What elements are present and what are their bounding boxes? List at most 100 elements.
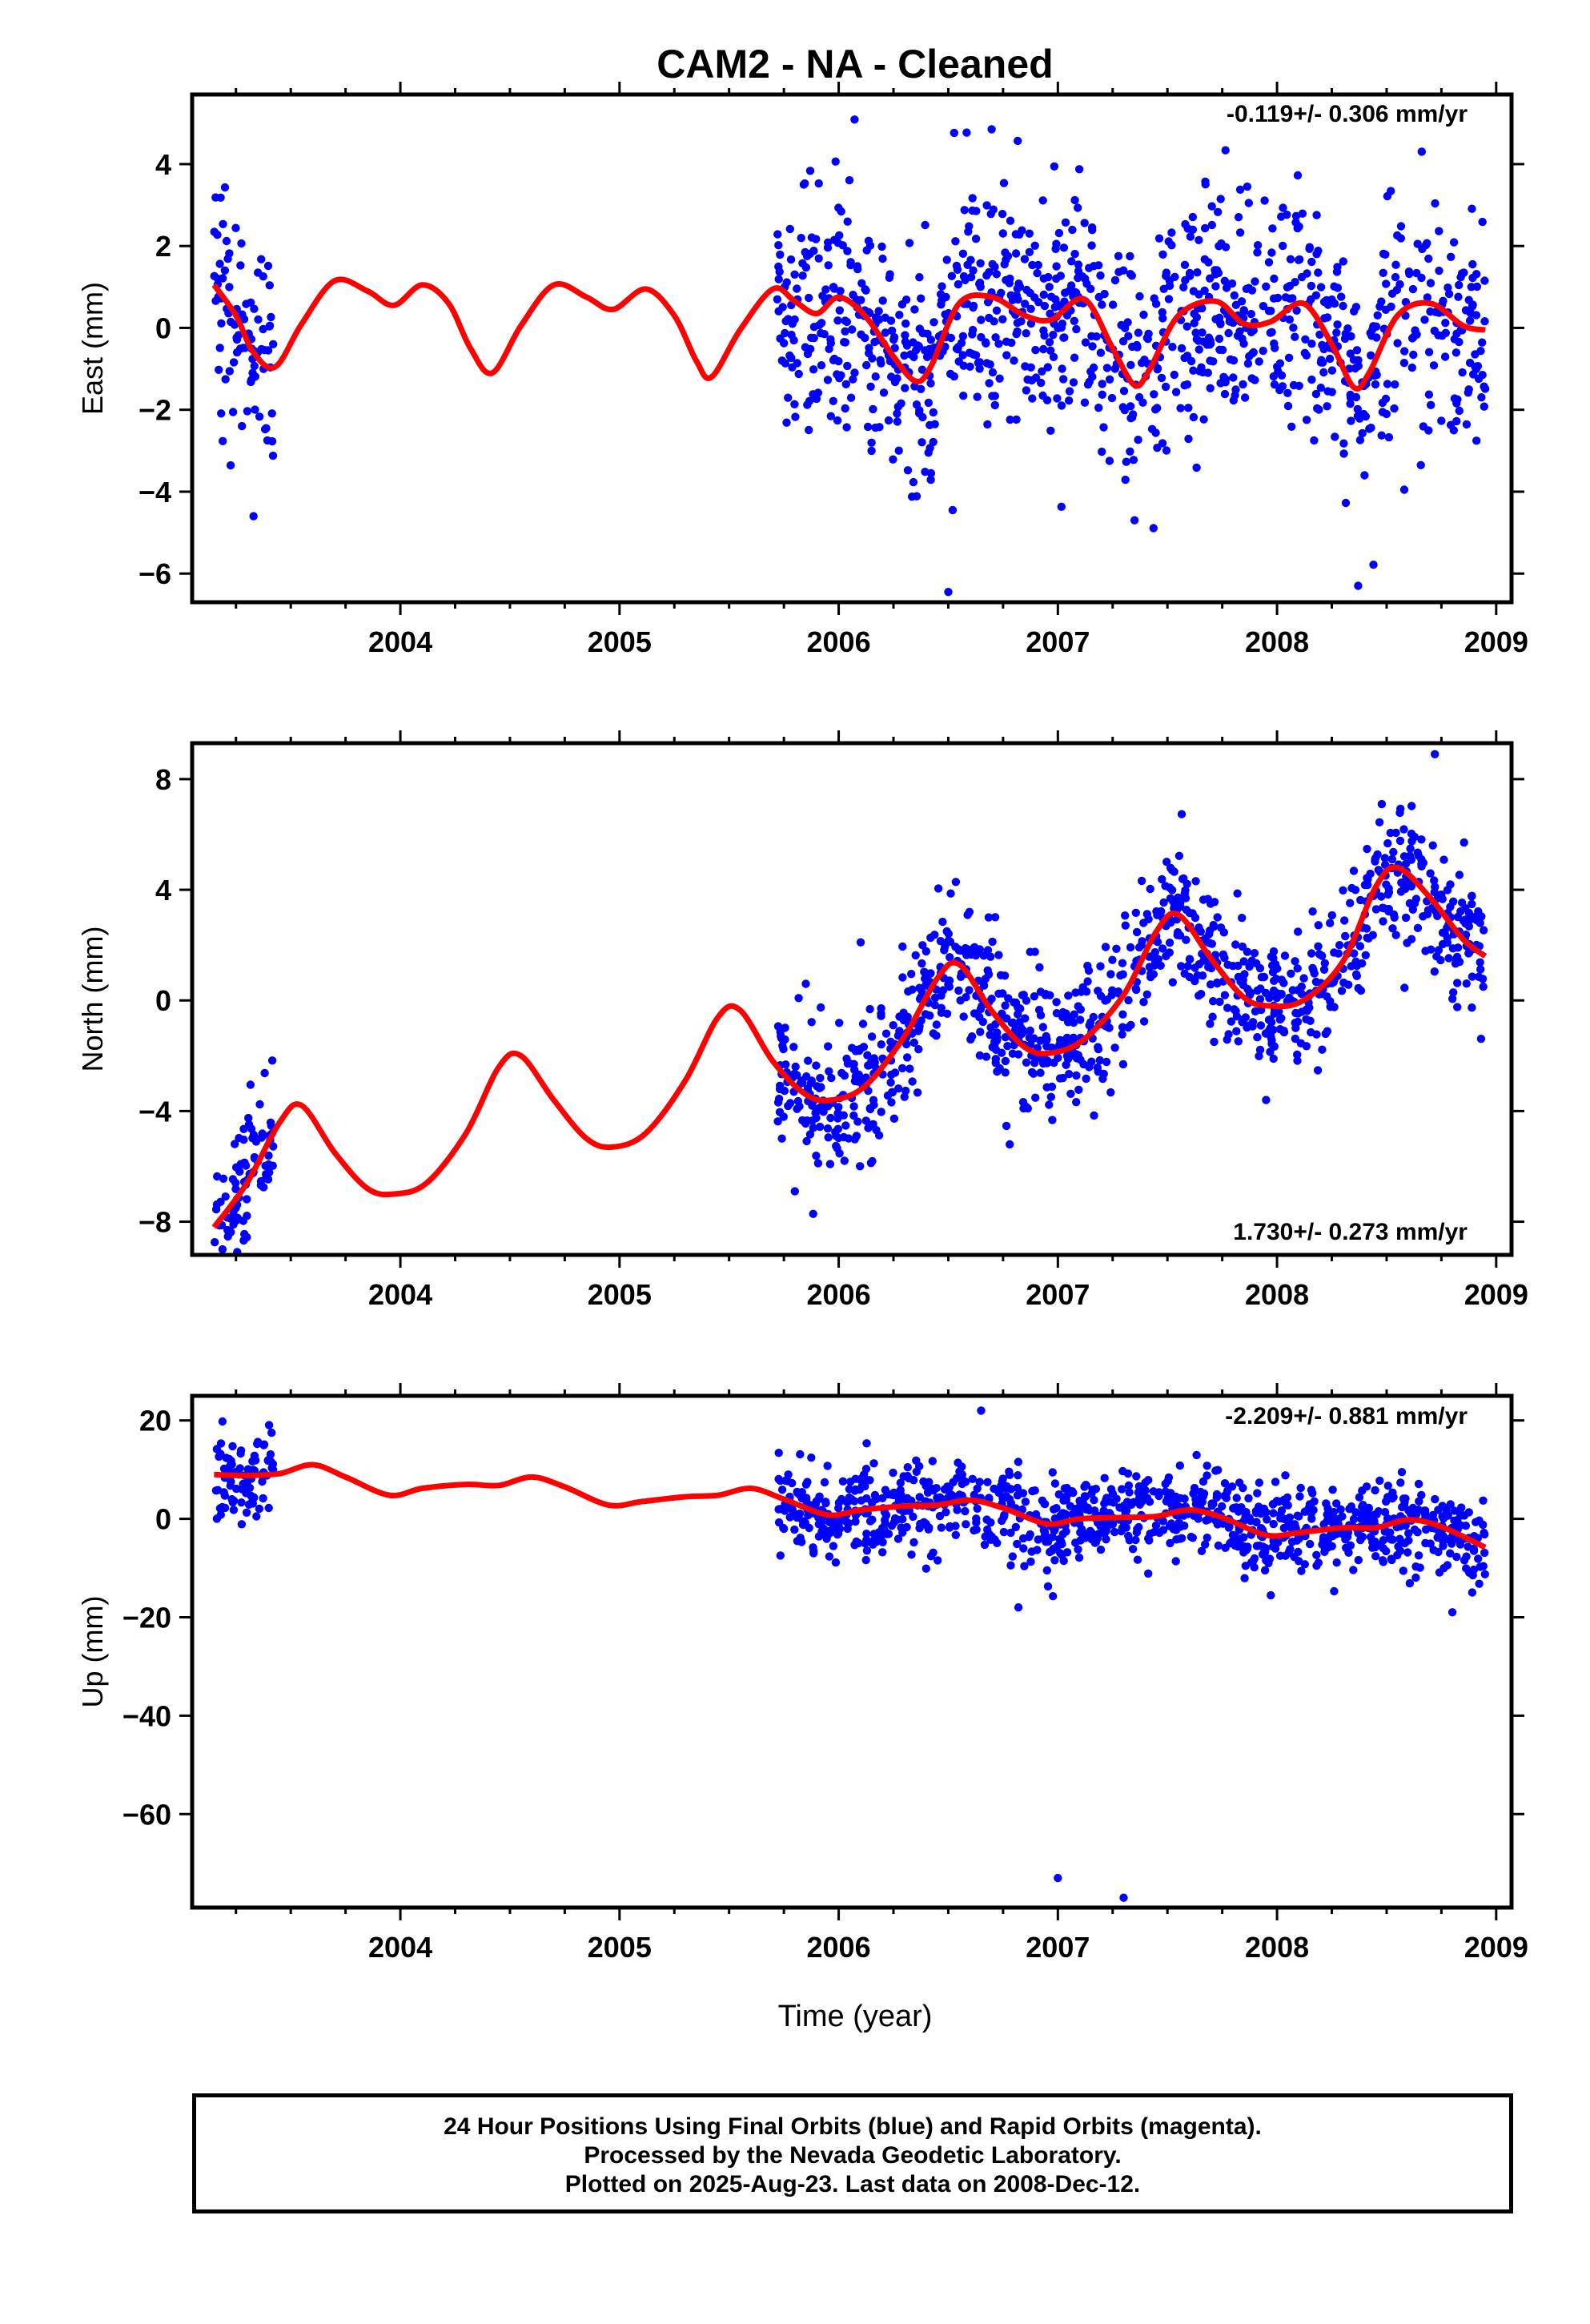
data-point [1158,1517,1168,1526]
data-point [774,1094,784,1104]
data-point [1207,202,1216,211]
data-point [1093,1534,1102,1543]
data-point [843,1524,852,1534]
data-point [1215,334,1224,344]
data-point [1094,1068,1102,1076]
data-point [237,1520,247,1529]
data-point [1387,854,1397,864]
data-point [1019,1544,1028,1553]
data-point [1453,1003,1462,1011]
data-point [969,303,978,312]
data-point [925,420,934,429]
data-point [774,262,783,271]
data-point [1074,1085,1083,1095]
x-tick-label: 2004 [368,1278,432,1311]
data-point [986,952,995,961]
data-point [775,1108,785,1116]
data-point [958,351,967,360]
data-point [1070,353,1079,362]
data-point [1066,1089,1075,1099]
data-point [1182,380,1192,389]
data-point [1239,307,1249,316]
data-point [893,409,901,418]
data-point [846,258,855,267]
data-point [1424,254,1433,263]
data-point [1351,364,1359,373]
data-point [1180,889,1190,898]
x-tick-label: 2004 [368,625,432,658]
data-point [829,284,839,293]
data-point [1031,373,1041,382]
data-point [1255,1051,1263,1061]
data-point [808,1101,817,1110]
data-point [1291,1520,1299,1529]
data-point [1039,290,1049,300]
data-point [1144,1569,1153,1578]
data-point [899,1472,908,1481]
data-point [1067,257,1076,266]
data-point [850,1065,859,1075]
data-point [1468,899,1476,909]
data-point [926,379,935,388]
data-point [990,317,998,326]
data-point [965,907,974,917]
data-point [1227,1538,1236,1547]
data-point [901,319,910,328]
data-point [1046,426,1055,435]
data-point [961,1506,970,1516]
data-point [835,231,844,240]
data-point [1080,398,1090,407]
data-point [1208,1012,1217,1021]
data-point [1223,1035,1231,1044]
data-point [1126,943,1135,952]
data-point [220,183,230,192]
data-point [1128,1545,1138,1554]
data-point [1251,1007,1260,1016]
data-point [1164,295,1174,304]
y-tick-label: 2 [155,230,171,263]
data-point [841,316,849,325]
y-axis-label-up: Up (mm) [76,1596,109,1708]
data-point [244,1113,253,1123]
data-point [1076,1005,1086,1014]
data-point [1428,841,1437,850]
data-point [1319,1520,1328,1529]
data-point [1183,962,1192,971]
data-point [1343,1532,1352,1542]
x-tick-label: 2009 [1464,625,1528,658]
data-point [858,1019,868,1028]
data-point [1020,255,1030,263]
data-point [1367,351,1375,360]
data-point [1118,970,1127,979]
data-point [1426,279,1435,287]
data-point [809,247,818,255]
data-point [1018,1489,1028,1498]
data-point [1287,1538,1297,1546]
data-point [1256,1021,1266,1030]
data-point [1110,1043,1119,1052]
data-point [1096,962,1105,971]
data-point [999,1513,1008,1522]
data-point [216,1439,226,1448]
data-point [1159,284,1168,293]
data-point [1098,390,1107,399]
data-point [877,359,885,368]
y-tick-label: 0 [155,1503,171,1536]
data-point [1431,883,1439,891]
data-point [1315,330,1324,339]
data-point [917,986,926,995]
data-point [853,1117,862,1126]
data-point [1062,311,1072,320]
data-point [1220,991,1230,999]
data-point [1220,954,1229,963]
data-point [1142,990,1152,999]
data-point [1213,978,1222,987]
data-point [843,247,852,255]
data-point [221,375,230,384]
data-point [1401,913,1411,923]
data-point [1131,1535,1140,1545]
data-point [1013,1483,1022,1493]
data-point [1080,1482,1089,1491]
data-point [1087,332,1096,340]
